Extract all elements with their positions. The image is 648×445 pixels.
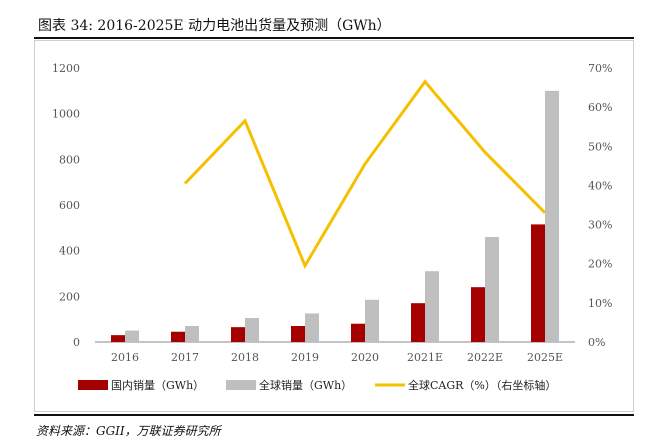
bar-global [425,271,439,342]
source-note: 资料来源：GGII，万联证券研究所 [36,424,221,438]
legend-label-cagr: 全球CAGR（%）（右坐标轴） [408,378,556,392]
x-tick-label: 2019 [291,351,319,364]
x-tick-label: 2016 [111,351,139,364]
y-left-tick-label: 800 [59,153,80,166]
chart-frame [34,40,634,412]
x-tick-label: 2020 [351,351,379,364]
bar-domestic [411,303,425,342]
y-right-tick-label: 20% [588,258,612,271]
bar-domestic [231,327,245,342]
bar-global [125,330,139,342]
chart-title-row: 图表 34: 2016-2025E 动力电池出货量及预测（GWh） [34,10,634,36]
x-tick-label: 2022E [467,351,503,364]
bar-global [545,90,559,342]
x-tick-label: 2025E [527,351,563,364]
y-right-tick-label: 40% [588,179,612,192]
bar-global [185,326,199,342]
y-left-tick-label: 600 [59,199,80,212]
y-right-tick-label: 50% [588,140,612,153]
bar-global [245,318,259,342]
bar-domestic [291,326,305,342]
y-left-tick-label: 0 [73,336,80,349]
bar-global [485,236,499,342]
x-tick-label: 2017 [171,351,199,364]
bar-global [365,299,379,342]
y-right-tick-label: 70% [588,62,612,75]
x-tick-label: 2021E [407,351,443,364]
cagr-line [183,79,547,270]
y-left-tick-label: 1000 [52,108,80,121]
y-right-tick-label: 0% [588,336,605,349]
title-rule [34,37,634,39]
x-tick-label: 2018 [231,351,259,364]
legend-swatch-global [226,380,256,390]
y-right-tick-label: 60% [588,101,612,114]
y-left-tick-label: 200 [59,290,80,303]
bar-domestic [171,331,185,342]
legend-label-global: 全球销量（GWh） [259,378,352,392]
legend-swatch-domestic [78,380,108,390]
y-left-tick-label: 400 [59,245,80,258]
y-right-tick-label: 10% [588,297,612,310]
y-left-tick-label: 1200 [52,62,80,75]
bar-domestic [531,224,545,342]
bar-domestic [351,323,365,342]
bar-domestic [471,287,485,342]
y-right-tick-label: 30% [588,219,612,232]
source-rule [34,414,634,416]
bar-domestic [111,335,125,342]
legend-label-domestic: 国内销量（GWh） [111,378,204,392]
bar-global [305,313,319,342]
chart-title: 图表 34: 2016-2025E 动力电池出货量及预测（GWh） [38,18,391,34]
